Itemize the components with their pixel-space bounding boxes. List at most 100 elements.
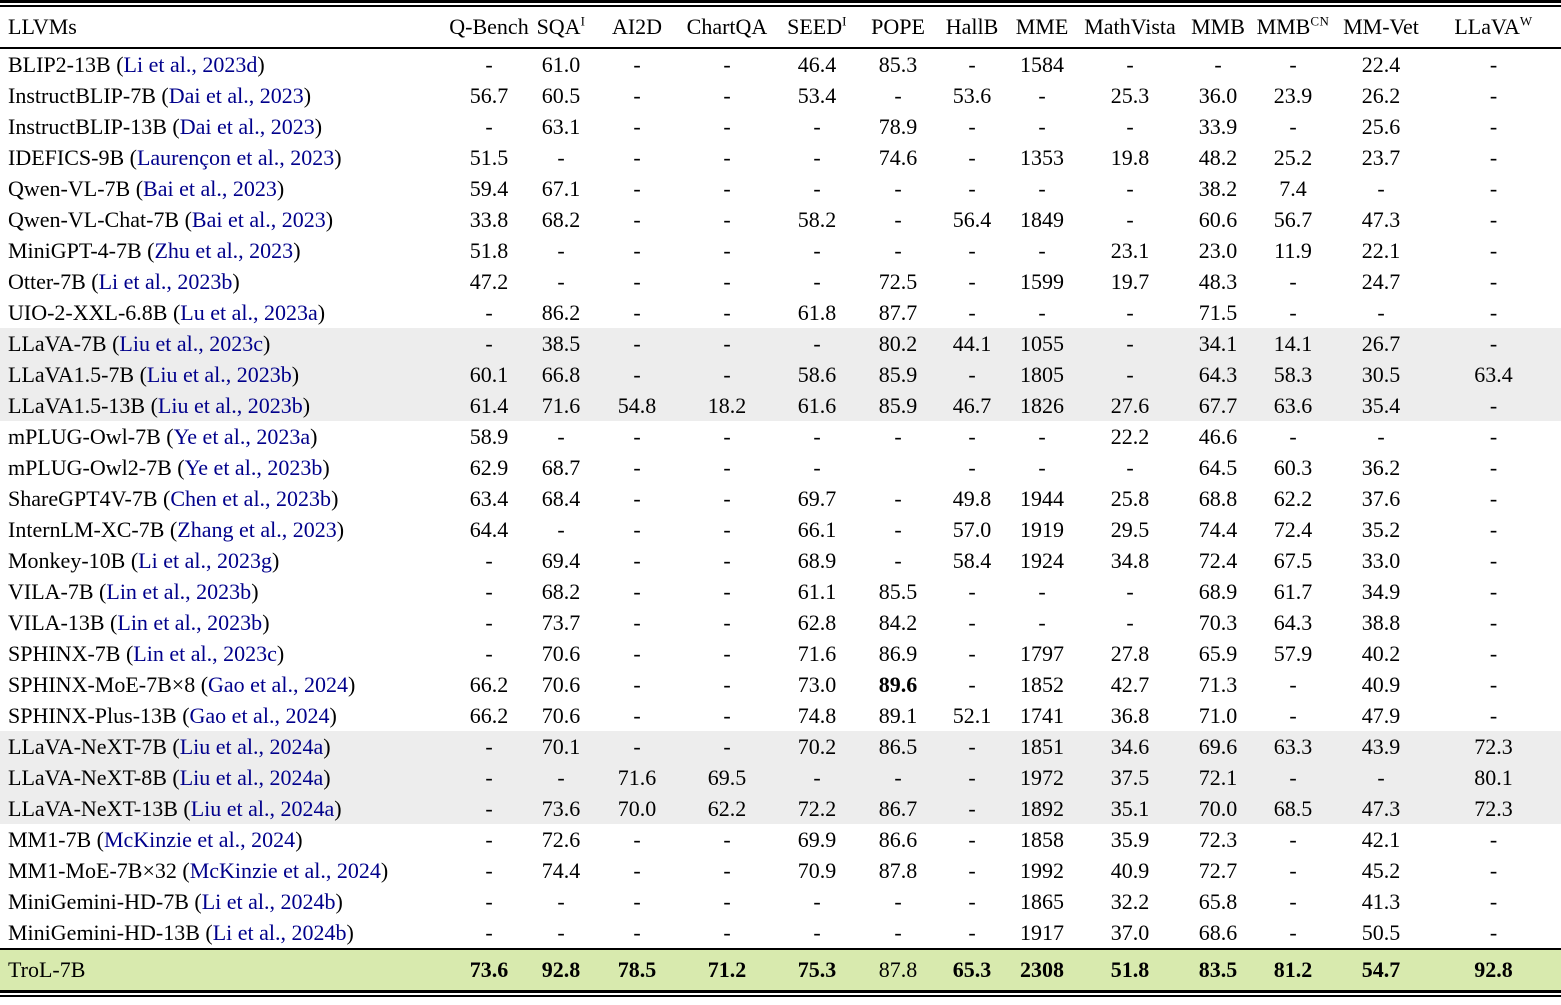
model-name: LLaVA-NeXT-13B (8, 795, 178, 821)
citation-link[interactable]: Gao et al., 2024 (208, 671, 348, 697)
score-cell-mathvista: - (1126, 361, 1134, 387)
score-cell-seed: - (813, 919, 821, 945)
score-cell-mathvista: 19.7 (1110, 268, 1150, 294)
citation-link[interactable]: Zhang et al., 2023 (177, 516, 337, 542)
citation-link[interactable]: Dai et al., 2023 (179, 113, 315, 139)
score-cell-qbench: 51.8 (469, 237, 509, 263)
score-cell-sqa: 68.7 (541, 454, 581, 480)
score-cell-hallb: 56.4 (952, 206, 992, 232)
score-cell-seed: 61.6 (797, 392, 837, 418)
citation-link[interactable]: Liu et al., 2023b (146, 361, 292, 387)
table-row: MM1-MoE-7B×32 (McKinzie et al., 2024) - 74… (0, 855, 1561, 886)
citation-link[interactable]: McKinzie et al., 2024 (189, 857, 381, 883)
model-name-cell: mPLUG-Owl-7B (Ye et al., 2023a) (8, 423, 318, 449)
score-cell-mmbcn: 56.7 (1273, 206, 1313, 232)
score-cell-mmvet: 25.6 (1361, 113, 1401, 139)
citation-link[interactable]: Laurençon et al., 2023 (136, 144, 335, 170)
model-name-cell: MM1-MoE-7B×32 (McKinzie et al., 2024) (8, 857, 389, 883)
citation-link[interactable]: Lin et al., 2023b (106, 578, 252, 604)
score-cell-llavaw: - (1489, 237, 1498, 263)
score-cell-llavaw: - (1489, 485, 1498, 511)
score-cell-mmbcn: - (1289, 919, 1297, 945)
score-cell-seed: 72.2 (797, 795, 837, 821)
score-cell-mmvet: 47.3 (1361, 206, 1401, 232)
score-cell-qbench: - (485, 888, 493, 914)
score-cell-mmbcn: 63.3 (1273, 733, 1313, 759)
citation-link[interactable]: Lu et al., 2023a (180, 299, 318, 325)
score-cell-qbench: 63.4 (469, 485, 509, 511)
column-header-superscript: I (580, 13, 586, 29)
score-cell-mmvet: 26.2 (1361, 82, 1401, 108)
score-cell-hallb: - (968, 423, 976, 449)
score-cell-pope: - (894, 547, 902, 573)
score-cell-mmvet: - (1377, 175, 1385, 201)
score-cell-seed: 74.8 (797, 702, 837, 728)
score-cell-pope: 85.9 (878, 361, 918, 387)
score-cell-qbench: 33.8 (469, 206, 509, 232)
citation-link[interactable]: Ye et al., 2023a (173, 423, 311, 449)
citation-link[interactable]: Chen et al., 2023b (170, 485, 332, 511)
citation-link[interactable]: Liu et al., 2024a (179, 764, 324, 790)
citation-link[interactable]: Li et al., 2023b (98, 268, 233, 294)
score-cell-mathvista: 29.5 (1110, 516, 1150, 542)
model-name-cell: MiniGemini-HD-7B (Li et al., 2024b) (8, 888, 343, 914)
score-cell-hallb: - (968, 826, 976, 852)
model-name: InstructBLIP-13B (8, 113, 167, 139)
score-cell-hallb: - (968, 733, 976, 759)
score-cell-seed: 75.3 (797, 957, 837, 982)
model-name: SPHINX-MoE-7B×8 (8, 671, 196, 697)
citation-link[interactable]: Li et al., 2023d (123, 51, 258, 77)
model-name-cell: Qwen-VL-Chat-7B (Bai et al., 2023) (8, 206, 334, 232)
citation-link[interactable]: Liu et al., 2023c (119, 330, 263, 356)
column-header-superscript: W (1519, 13, 1533, 29)
model-name-cell: SPHINX-Plus-13B (Gao et al., 2024) (8, 702, 337, 728)
citation-link[interactable]: Gao et al., 2024 (189, 702, 330, 728)
citation-link[interactable]: Li et al., 2023g (138, 547, 272, 573)
score-cell-mmb: 70.3 (1198, 609, 1238, 635)
citation-link[interactable]: Zhu et al., 2023 (154, 237, 294, 263)
citation-link[interactable]: McKinzie et al., 2024 (103, 826, 296, 852)
rule-line (0, 0, 1561, 3)
model-name: ShareGPT4V-7B (8, 485, 158, 511)
citation-link[interactable]: Liu et al., 2024a (190, 795, 335, 821)
score-cell-mmb: 74.4 (1198, 516, 1238, 542)
score-cell-chartqa: - (723, 857, 731, 883)
model-name: Otter-7B (8, 268, 86, 294)
score-cell-mmvet: 45.2 (1361, 857, 1401, 883)
score-cell-pope: 85.9 (878, 392, 918, 418)
citation-link[interactable]: Li et al., 2024b (212, 919, 347, 945)
citation-link[interactable]: Liu et al., 2024a (179, 733, 324, 759)
score-cell-qbench: - (485, 919, 493, 945)
score-cell-mmb: 65.9 (1198, 640, 1238, 666)
table-row: SPHINX-7B (Lin et al., 2023c) - 70.6 - - 71.6… (0, 638, 1561, 669)
citation-link[interactable]: Bai et al., 2023 (143, 175, 277, 201)
score-cell-mathvista: 34.8 (1110, 547, 1150, 573)
citation-link[interactable]: Li et al., 2024b (201, 888, 336, 914)
table-row: LLaVA-NeXT-13B (Liu et al., 2024a) - 73.6 7… (0, 793, 1561, 824)
citation-link[interactable]: Ye et al., 2023b (184, 454, 323, 480)
score-cell-mmbcn: - (1289, 268, 1297, 294)
score-cell-mmb: 71.3 (1198, 671, 1238, 697)
score-cell-mmbcn: - (1289, 423, 1297, 449)
score-cell-ai2d: - (633, 175, 641, 201)
citation-link[interactable]: Bai et al., 2023 (191, 206, 326, 232)
table-row: LLaVA-NeXT-8B (Liu et al., 2024a) - - 71.6 6… (0, 762, 1561, 793)
score-cell-llavaw: - (1489, 51, 1498, 77)
score-cell-llavaw: - (1489, 671, 1498, 697)
score-cell-chartqa: - (723, 113, 731, 139)
citation-link[interactable]: Lin et al., 2023b (117, 609, 263, 635)
score-cell-qbench: 73.6 (469, 957, 509, 982)
column-header-label: HallB (945, 14, 999, 39)
citation-link[interactable]: Dai et al., 2023 (168, 82, 304, 108)
score-cell-sqa: 68.2 (541, 206, 581, 232)
table-row: LLaVA1.5-7B (Liu et al., 2023b) 60.1 66.8 -… (0, 359, 1561, 390)
column-header-pope: POPE (862, 7, 934, 48)
score-cell-sqa: 70.6 (541, 640, 581, 666)
model-name-cell: LLaVA-NeXT-13B (Liu et al., 2024a) (8, 795, 342, 821)
score-cell-chartqa: - (723, 516, 731, 542)
score-cell-hallb: 52.1 (952, 702, 992, 728)
citation-link[interactable]: Lin et al., 2023c (133, 640, 277, 666)
citation-link[interactable]: Liu et al., 2023b (157, 392, 303, 418)
model-name: MiniGemini-HD-13B (8, 919, 200, 945)
score-cell-mathvista: 27.6 (1110, 392, 1150, 418)
